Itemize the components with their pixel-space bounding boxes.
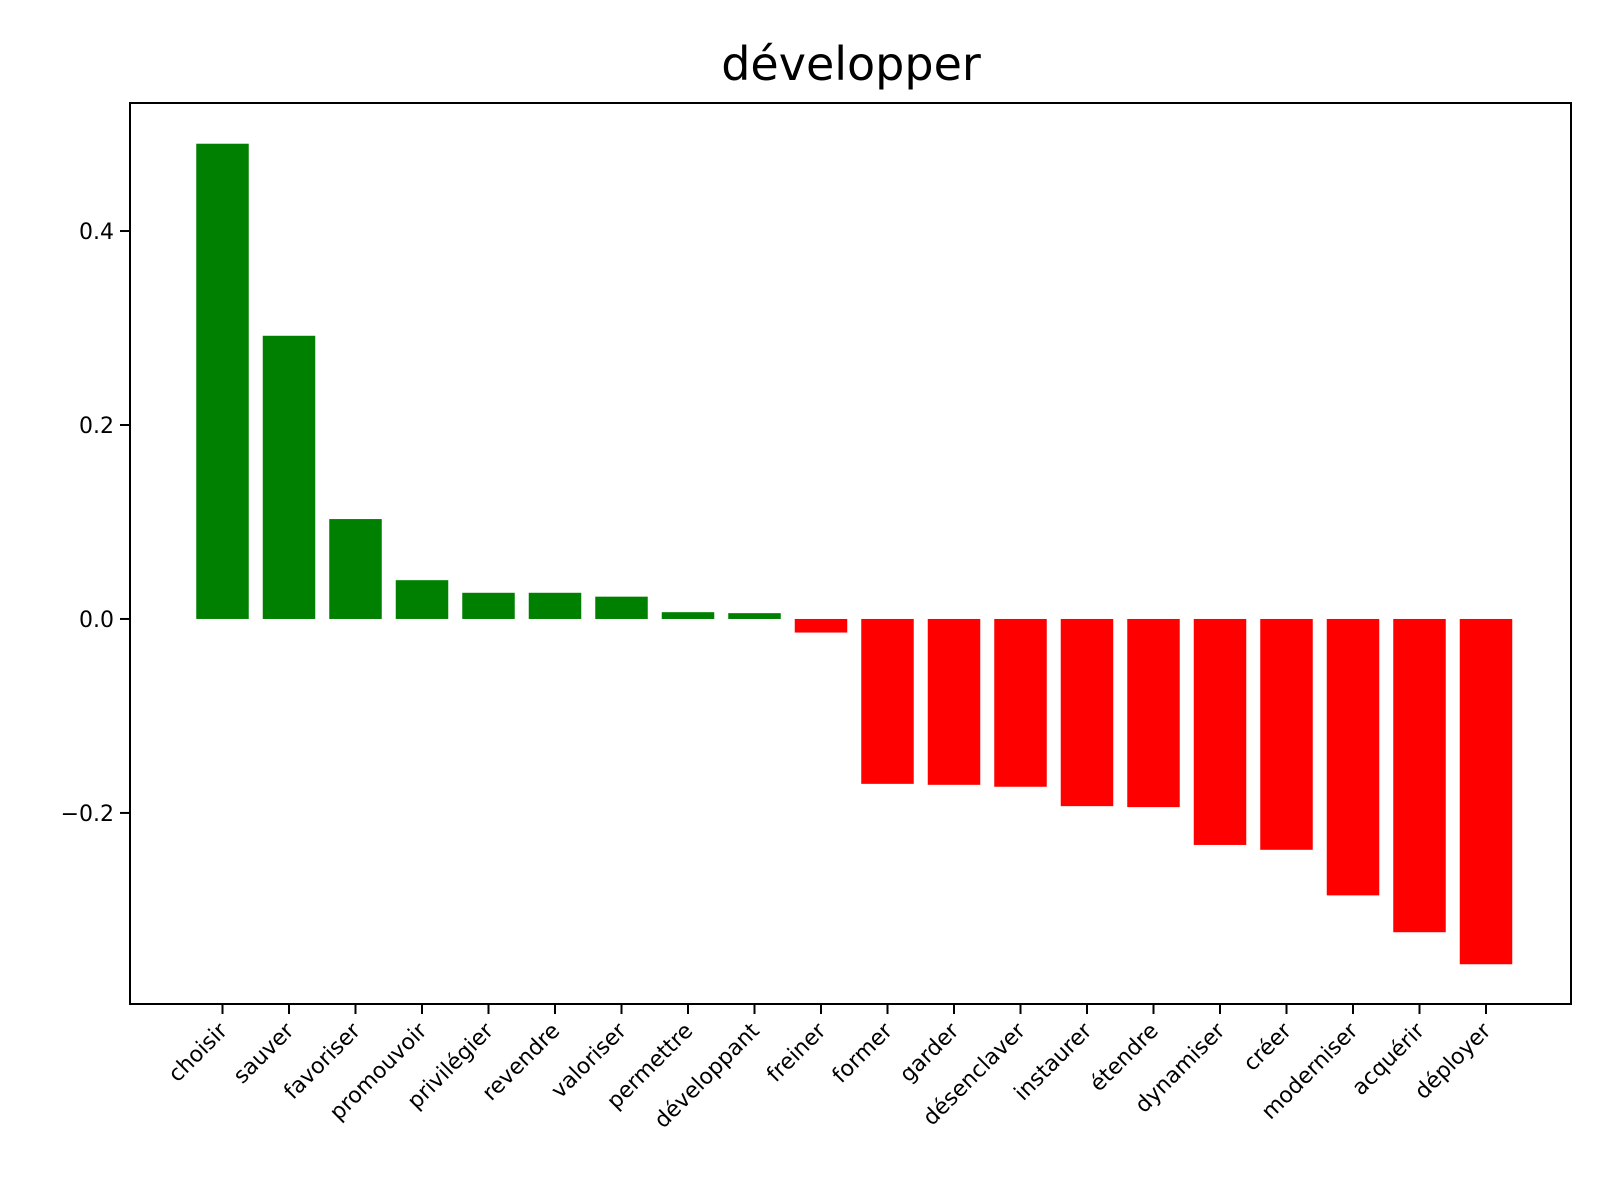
bar-0 xyxy=(196,143,249,619)
bar-12 xyxy=(994,618,1047,787)
bar-8 xyxy=(728,613,781,619)
y-axis: −0.2 0.0 0.2 0.4 xyxy=(61,220,130,827)
y-tick-label-1: 0.0 xyxy=(79,608,114,633)
x-tick-label-10: former xyxy=(828,1018,899,1089)
y-tick-label-2: 0.2 xyxy=(79,414,114,439)
x-axis: choisirsauverfavoriserpromouvoirprivilég… xyxy=(164,1004,1497,1134)
y-tick-label-3: 0.4 xyxy=(79,220,114,245)
bar-1 xyxy=(262,335,316,619)
bar-7 xyxy=(661,612,715,619)
bar-15 xyxy=(1193,618,1247,845)
bar-13 xyxy=(1060,618,1114,807)
bar-3 xyxy=(395,580,449,619)
bar-16 xyxy=(1260,618,1313,850)
bar-14 xyxy=(1127,618,1180,808)
x-tick-label-0: choisir xyxy=(164,1018,233,1087)
bar-9 xyxy=(794,618,848,633)
chart-title: développer xyxy=(721,37,981,91)
bar-2 xyxy=(329,519,382,619)
bar-4 xyxy=(462,592,515,619)
bar-17 xyxy=(1326,618,1380,896)
bar-19 xyxy=(1459,618,1513,965)
y-tick-label-0: −0.2 xyxy=(61,802,114,827)
bar-18 xyxy=(1393,618,1446,933)
bars-group xyxy=(196,143,1513,965)
x-tick-label-16: créer xyxy=(1239,1018,1297,1076)
plot-area-frame xyxy=(129,102,1572,1005)
bar-5 xyxy=(528,592,582,619)
bar-11 xyxy=(927,618,981,785)
bar-10 xyxy=(861,618,914,784)
bar-6 xyxy=(595,596,648,619)
x-tick-label-9: freiner xyxy=(762,1018,832,1088)
